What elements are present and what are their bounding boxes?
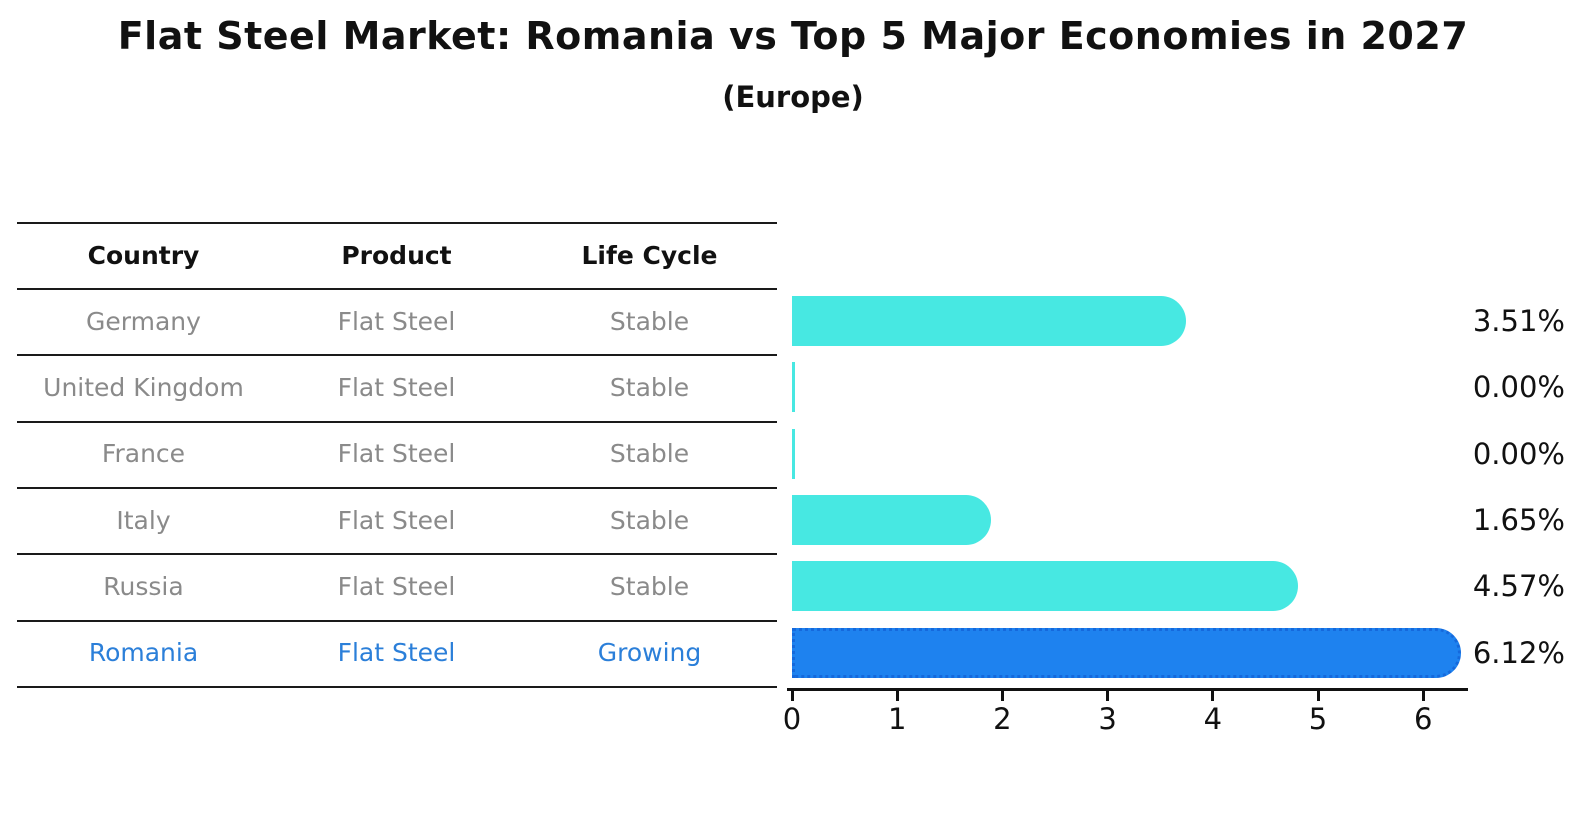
bar-russia xyxy=(792,561,1298,612)
table-separator-line xyxy=(17,420,777,423)
value-label: 1.65% xyxy=(1472,503,1565,538)
bar-romania xyxy=(792,627,1461,678)
table-header-row: Country Product Life Cycle xyxy=(17,222,777,288)
x-axis-tick xyxy=(1106,688,1110,701)
lifecycle-cell: Stable xyxy=(609,439,690,469)
table-separator-line xyxy=(17,685,777,688)
table-row: Romania Flat Steel Growing xyxy=(17,620,777,686)
country-cell: Romania xyxy=(88,638,199,668)
column-header-lifecycle: Life Cycle xyxy=(581,240,718,270)
lifecycle-cell: Stable xyxy=(609,372,690,402)
table-separator-line xyxy=(17,354,777,357)
table-separator-line xyxy=(17,486,777,489)
x-axis-tick-label: 3 xyxy=(1098,702,1117,736)
x-axis-tick xyxy=(1421,688,1425,701)
table-row: Russia Flat Steel Stable xyxy=(17,553,777,619)
x-axis-tick-label: 4 xyxy=(1203,702,1223,736)
x-axis-tick xyxy=(1211,688,1215,701)
lifecycle-cell: Stable xyxy=(609,571,690,601)
product-cell: Flat Steel xyxy=(337,439,456,469)
value-label: 4.57% xyxy=(1472,569,1565,604)
table-separator-line xyxy=(17,288,777,290)
bar-united-kingdom xyxy=(792,362,795,413)
x-axis-tick-label: 2 xyxy=(993,702,1012,736)
product-cell: Flat Steel xyxy=(337,571,456,601)
x-axis-tick xyxy=(895,688,899,701)
chart-title: Flat Steel Market: Romania vs Top 5 Majo… xyxy=(117,14,1469,58)
country-cell: Germany xyxy=(86,306,201,336)
country-cell: France xyxy=(101,439,186,469)
x-axis-tick xyxy=(1000,688,1004,701)
table-row: Italy Flat Steel Stable xyxy=(17,487,777,553)
chart-subtitle: (Europe) xyxy=(722,80,864,114)
bar-italy xyxy=(792,495,991,546)
value-label: 3.51% xyxy=(1472,304,1565,339)
x-axis-tick-label: 0 xyxy=(782,702,802,736)
product-cell: Flat Steel xyxy=(337,372,456,402)
value-label: 6.12% xyxy=(1472,635,1565,670)
country-cell: Russia xyxy=(103,571,184,601)
table-separator-line xyxy=(17,619,777,622)
product-cell: Flat Steel xyxy=(337,638,456,668)
x-axis-line xyxy=(787,688,1468,691)
bar-france xyxy=(792,428,795,479)
country-cell: United Kingdom xyxy=(43,372,244,402)
column-header-product: Product xyxy=(341,240,452,270)
lifecycle-cell: Stable xyxy=(609,306,690,336)
table-separator-line xyxy=(17,553,777,556)
lifecycle-cell: Stable xyxy=(609,505,690,535)
product-cell: Flat Steel xyxy=(337,306,456,336)
table-row: France Flat Steel Stable xyxy=(17,421,777,487)
x-axis-tick xyxy=(790,688,794,701)
column-header-country: Country xyxy=(87,240,200,270)
lifecycle-cell: Growing xyxy=(597,638,702,668)
value-label: 0.00% xyxy=(1472,370,1565,405)
x-axis-tick-label: 1 xyxy=(887,702,907,736)
table-row: United Kingdom Flat Steel Stable xyxy=(17,354,777,420)
value-label: 0.00% xyxy=(1472,436,1565,471)
table-separator-line xyxy=(17,222,777,224)
table-row: Germany Flat Steel Stable xyxy=(17,288,777,354)
country-cell: Italy xyxy=(116,505,171,535)
x-axis-tick-label: 5 xyxy=(1308,702,1328,736)
country-table: Country Product Life Cycle Germany Flat S… xyxy=(17,222,777,688)
x-axis-tick-label: 6 xyxy=(1413,702,1433,736)
x-axis-tick xyxy=(1316,688,1320,701)
bar-germany xyxy=(792,296,1187,347)
product-cell: Flat Steel xyxy=(337,505,456,535)
